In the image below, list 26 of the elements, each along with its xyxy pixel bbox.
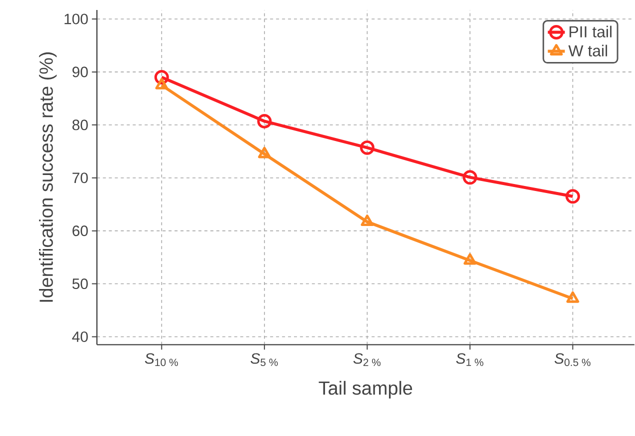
point [360,140,374,156]
legend-label: W tail [568,44,608,57]
x-tick-label: S$_{2 %}$ [353,353,381,366]
legend-label: PII tail [570,26,612,38]
x-tick-label: S$_{0.5 %}$ [554,353,590,366]
x-tick-label: S$_{1 %}$ [456,353,484,366]
x-axis-title: Tail sample [318,381,412,399]
point [464,253,476,265]
point [566,292,580,304]
point [566,189,580,204]
point [257,114,272,129]
y-tick-label: 60 [72,226,88,236]
y-tick-label: 50 [72,278,88,290]
y-tick-label: 100 [64,14,88,24]
x-tick-label: S$_{10 %}$ [144,353,178,366]
y-tick-label: 40 [72,332,88,342]
point [155,78,168,90]
x-tick-label: S$_{5 %}$ [250,353,278,366]
y-tick-label: 70 [72,172,88,184]
point [462,170,478,185]
point [360,214,374,226]
y-tick-label: 90 [72,66,88,78]
point [154,70,169,85]
y-tick-label: 80 [72,120,88,130]
y-axis-title: Identification success rate (%) [39,52,57,302]
point [258,146,271,158]
